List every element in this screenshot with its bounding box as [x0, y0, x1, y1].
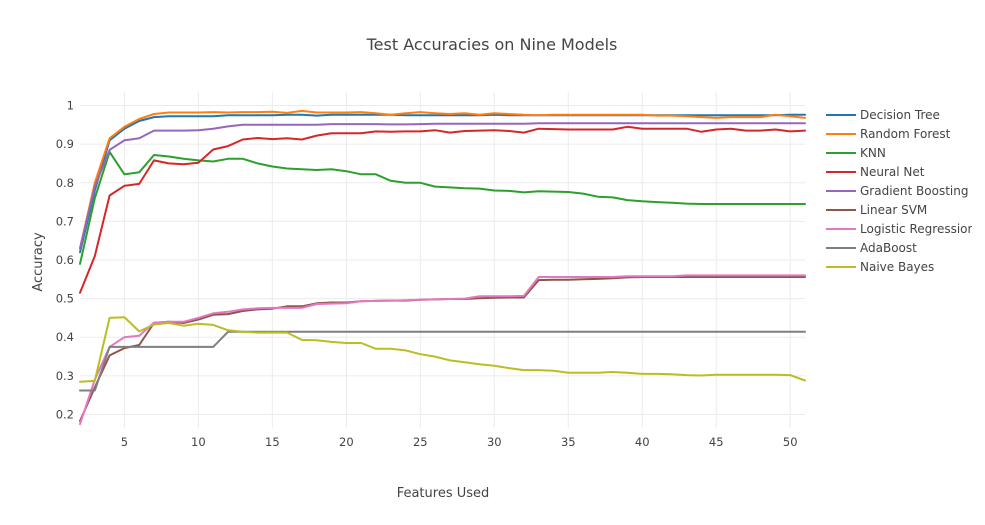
y-axis-ticks: 0.2 0.3 0.4 0.5 0.6 0.7 0.8 0.9 1 [56, 99, 74, 422]
x-axis-title: Features Used [397, 486, 490, 501]
legend-item-decision-tree[interactable]: Decision Tree [826, 108, 940, 122]
legend-label: AdaBoost [860, 241, 917, 255]
legend-item-random-forest[interactable]: Random Forest [826, 127, 951, 141]
legend-label: Logistic Regression [860, 222, 975, 236]
x-tick-label: 30 [487, 435, 502, 449]
legend-item-logistic-regression[interactable]: Logistic Regression [826, 222, 975, 236]
y-tick-label: 0.4 [56, 330, 74, 344]
y-tick-label: 0.9 [56, 137, 74, 151]
y-tick-label: 0.8 [56, 176, 74, 190]
y-tick-label: 0.7 [56, 214, 74, 228]
y-axis-title: Accuracy [31, 232, 46, 292]
legend-item-gradient-boosting[interactable]: Gradient Boosting [826, 184, 968, 198]
x-tick-label: 50 [783, 435, 798, 449]
legend-item-neural-net[interactable]: Neural Net [826, 165, 925, 179]
legend-item-adaboost[interactable]: AdaBoost [826, 241, 917, 255]
legend-label: Gradient Boosting [860, 184, 968, 198]
x-tick-label: 20 [339, 435, 354, 449]
legend-label: Decision Tree [860, 108, 940, 122]
series-line-neural-net [79, 125, 806, 294]
legend: Decision Tree Random Forest KNN Neural Net G… [826, 108, 975, 274]
series-lines [79, 109, 806, 426]
series-line-random-forest [79, 109, 806, 250]
x-tick-label: 25 [413, 435, 428, 449]
series-line-logistic-regression [79, 274, 806, 426]
legend-label: Random Forest [860, 127, 951, 141]
legend-label: Naive Bayes [860, 260, 934, 274]
series-line-naive-bayes [79, 316, 806, 383]
legend-label: Linear SVM [860, 203, 927, 217]
legend-label: KNN [860, 146, 886, 160]
y-tick-label: 0.6 [56, 253, 74, 267]
chart-title: Test Accuracies on Nine Models [366, 35, 618, 54]
y-tick-label: 0.5 [56, 292, 74, 306]
y-tick-label: 0.3 [56, 369, 74, 383]
x-tick-label: 10 [191, 435, 206, 449]
x-tick-label: 5 [121, 435, 128, 449]
x-tick-label: 40 [635, 435, 650, 449]
x-axis-ticks: 5 10 15 20 25 30 35 40 45 50 [121, 435, 798, 449]
legend-item-linear-svm[interactable]: Linear SVM [826, 203, 927, 217]
series-line-adaboost [79, 330, 806, 392]
legend-item-naive-bayes[interactable]: Naive Bayes [826, 260, 934, 274]
y-tick-label: 0.2 [56, 407, 74, 421]
x-tick-label: 45 [709, 435, 724, 449]
legend-item-knn[interactable]: KNN [826, 146, 886, 160]
x-tick-label: 15 [265, 435, 280, 449]
x-tick-label: 35 [561, 435, 576, 449]
legend-label: Neural Net [860, 165, 925, 179]
y-tick-label: 1 [67, 99, 74, 113]
series-line-gradient-boosting [79, 122, 806, 250]
